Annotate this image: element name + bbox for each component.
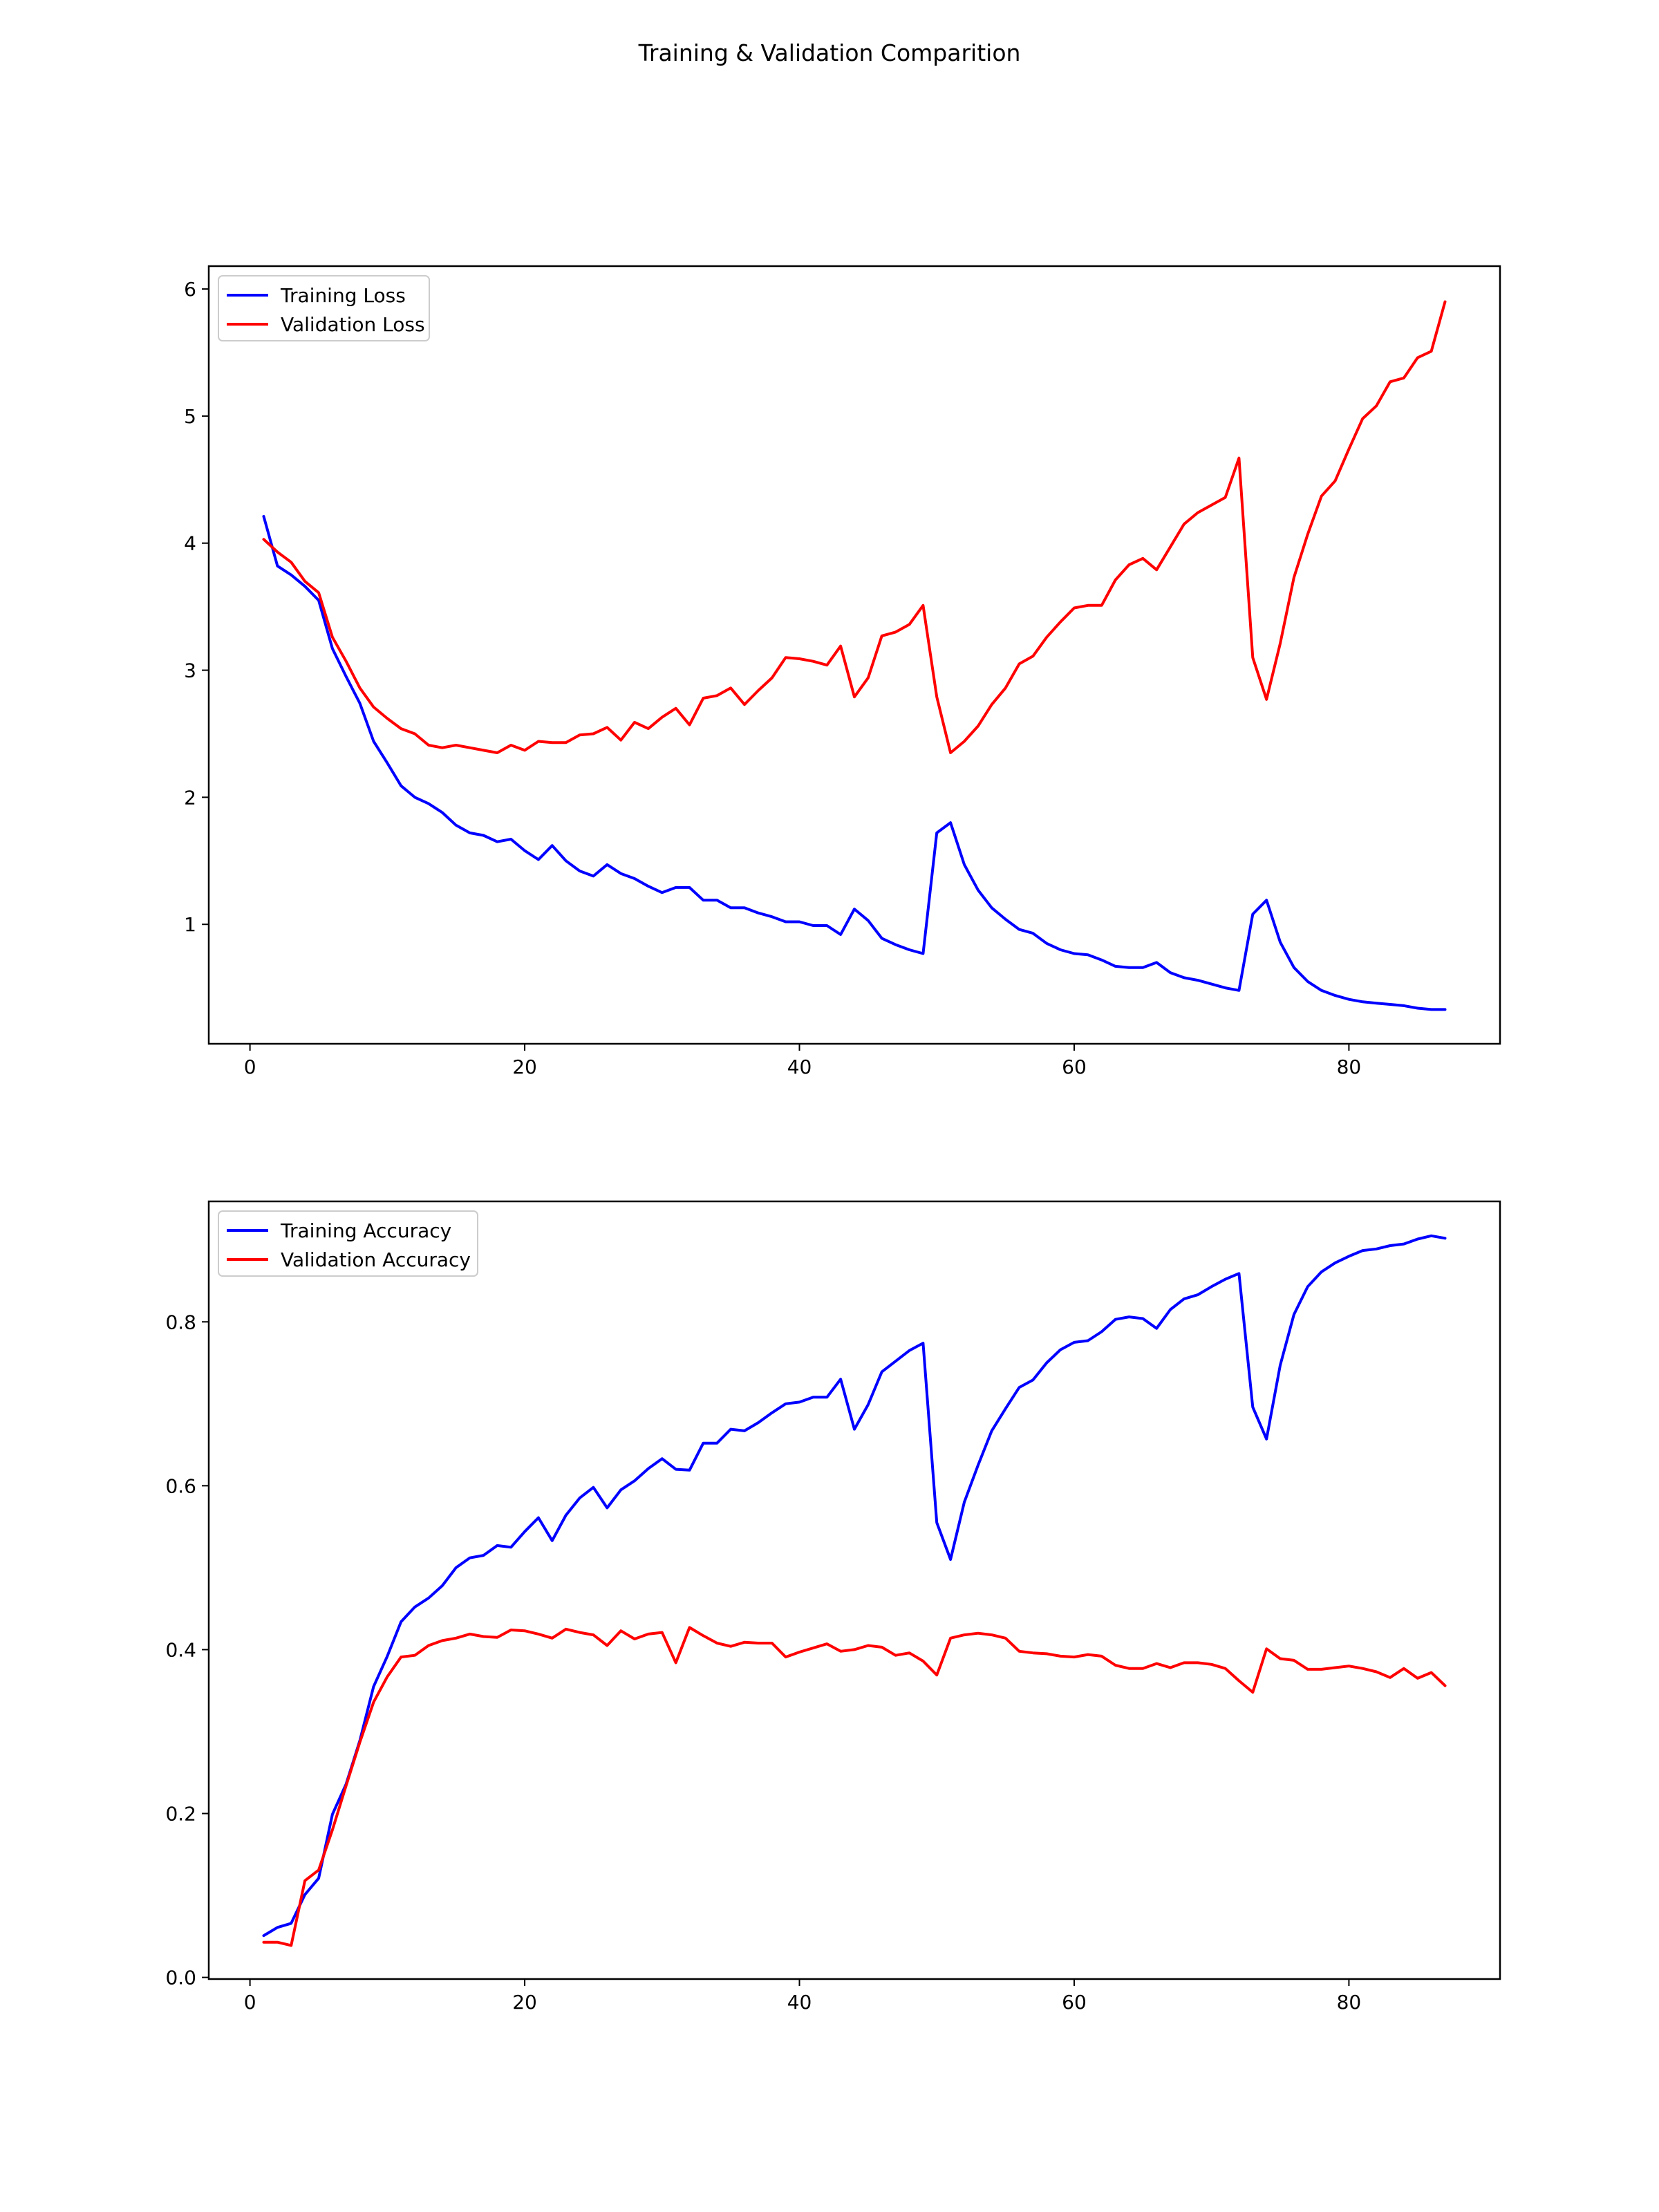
x-tick-label: 80 (1337, 1056, 1362, 1078)
x-tick-label: 0 (244, 1056, 256, 1078)
y-tick-label: 0.4 (165, 1638, 196, 1661)
y-tick-label: 0.2 (165, 1803, 196, 1826)
legend-label: Training Loss (280, 284, 406, 307)
figure-title: Training & Validation Comparition (638, 39, 1021, 66)
axes-frame (207, 265, 1501, 1045)
accuracy-plot: 0 20 40 60 80 0.0 0.2 0.4 0.6 0.8 Training Accurac… (165, 1200, 1501, 2014)
x-tick-label: 60 (1062, 1056, 1087, 1078)
axes-frame (207, 1200, 1501, 1980)
training-line (262, 515, 1447, 1011)
y-tick-label: 3 (184, 659, 196, 682)
x-tick-label: 0 (244, 1991, 256, 2014)
x-tick-label: 40 (787, 1991, 812, 2014)
y-tick-label: 1 (184, 913, 196, 936)
x-tick-label: 40 (787, 1056, 812, 1078)
x-tick-label: 80 (1337, 1991, 1362, 2014)
x-tick-label: 20 (512, 1056, 537, 1078)
y-tick-label: 0.0 (165, 1967, 196, 1989)
y-tick-label: 5 (184, 405, 196, 428)
training-line (262, 1234, 1447, 1938)
x-tick-label: 20 (512, 1991, 537, 2014)
legend-label: Validation Loss (281, 313, 425, 336)
y-tick-label: 2 (184, 786, 196, 809)
loss-plot: 0 20 40 60 80 1 2 3 4 5 6 Training Loss Validation L… (184, 265, 1501, 1078)
y-tick-label: 0.6 (165, 1474, 196, 1497)
plots: 0 20 40 60 80 1 2 3 4 5 6 Training Loss Validation L… (165, 265, 1501, 2014)
y-tick-label: 6 (184, 278, 196, 301)
legend (218, 275, 430, 341)
validation-line (262, 300, 1447, 754)
y-tick-label: 4 (184, 532, 196, 555)
legend-label: Validation Accuracy (281, 1248, 471, 1271)
legend-label: Training Accuracy (280, 1219, 451, 1242)
x-tick-label: 60 (1062, 1991, 1087, 2014)
validation-line (262, 1626, 1447, 1947)
legend (218, 1210, 478, 1277)
y-tick-label: 0.8 (165, 1311, 196, 1333)
